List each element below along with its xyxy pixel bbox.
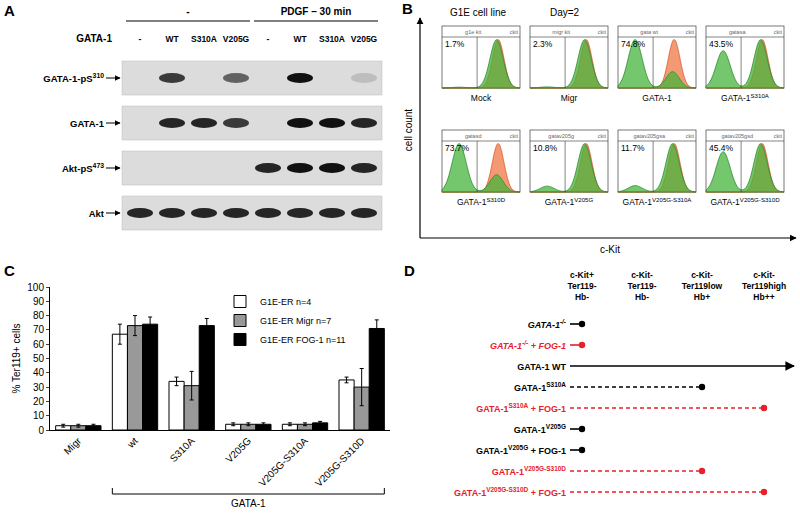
svg-text:S310A: S310A xyxy=(168,435,197,464)
svg-text:1.7%: 1.7% xyxy=(445,39,465,49)
svg-text:S310A: S310A xyxy=(319,34,345,44)
svg-text:gata wt: gata wt xyxy=(640,29,658,35)
svg-text:Ter119-: Ter119- xyxy=(567,281,596,291)
svg-text:43.5%: 43.5% xyxy=(709,39,734,49)
svg-text:GATA-1: GATA-1 xyxy=(642,93,672,103)
svg-text:GATA-1S310A: GATA-1S310A xyxy=(721,92,770,103)
svg-text:70: 70 xyxy=(33,324,45,335)
svg-text:20: 20 xyxy=(33,396,45,407)
svg-text:ckit: ckit xyxy=(686,29,695,35)
svg-text:ckit: ckit xyxy=(774,29,783,35)
svg-text:Ter119-: Ter119- xyxy=(627,281,656,291)
svg-text:GATA-1V205G: GATA-1V205G xyxy=(545,196,594,207)
svg-text:gatasd: gatasd xyxy=(465,133,482,139)
svg-text:GATA-1-/-: GATA-1-/- xyxy=(528,318,566,329)
svg-text:V205G: V205G xyxy=(223,435,253,465)
svg-text:Migr: Migr xyxy=(62,435,84,457)
svg-text:80: 80 xyxy=(33,310,45,321)
svg-text:Day=2: Day=2 xyxy=(550,7,580,18)
svg-text:V205G: V205G xyxy=(351,34,378,44)
svg-text:ckit: ckit xyxy=(598,133,607,139)
svg-text:Akt-pS473: Akt-pS473 xyxy=(62,162,104,174)
svg-text:c-Kit-: c-Kit- xyxy=(691,270,713,280)
svg-text:c-Kit: c-Kit xyxy=(600,244,620,255)
svg-text:11.7%: 11.7% xyxy=(621,143,645,153)
svg-text:Akt: Akt xyxy=(89,208,105,219)
svg-text:60: 60 xyxy=(33,339,45,350)
svg-text:g1e kit: g1e kit xyxy=(465,29,482,35)
svg-text:90: 90 xyxy=(33,296,45,307)
html-text:D: D xyxy=(404,262,415,279)
svg-text:Hb++: Hb++ xyxy=(753,292,774,302)
svg-text:GATA-1V205G-S310D + FOG-1: GATA-1V205G-S310D + FOG-1 xyxy=(454,486,566,497)
svg-text:S310A: S310A xyxy=(191,34,217,44)
svg-text:c-Kit-: c-Kit- xyxy=(753,270,775,280)
svg-text:-: - xyxy=(267,34,270,44)
svg-text:10.8%: 10.8% xyxy=(533,143,558,153)
svg-text:c-Kit-: c-Kit- xyxy=(631,270,653,280)
svg-text:Mock: Mock xyxy=(471,93,492,103)
svg-text:74.8%: 74.8% xyxy=(621,39,646,49)
svg-text:30: 30 xyxy=(33,382,45,393)
svg-text:-: - xyxy=(139,34,142,44)
svg-text:10: 10 xyxy=(33,410,45,421)
svg-text:% Ter119+ cells: % Ter119+ cells xyxy=(11,324,22,394)
svg-text:Hb-: Hb- xyxy=(635,292,649,302)
svg-text:GATA-1S310D: GATA-1S310D xyxy=(457,196,506,207)
svg-text:WT: WT xyxy=(165,34,179,44)
html-text:A: A xyxy=(4,2,15,19)
svg-text:G1E cell line: G1E cell line xyxy=(450,7,507,18)
svg-text:gatav205gsd: gatav205gsd xyxy=(721,133,753,139)
svg-text:Ter119low: Ter119low xyxy=(682,281,723,291)
svg-text:c-Kit+: c-Kit+ xyxy=(570,270,594,280)
svg-text:GATA-1: GATA-1 xyxy=(231,498,266,509)
svg-text:Hb-: Hb- xyxy=(575,292,589,302)
svg-text:GATA-1-pS310: GATA-1-pS310 xyxy=(43,72,104,84)
svg-text:100: 100 xyxy=(27,282,44,293)
svg-text:GATA-1V205G + FOG-1: GATA-1V205G + FOG-1 xyxy=(476,444,566,455)
svg-text:GATA-1V205G-S310A: GATA-1V205G-S310A xyxy=(623,196,693,207)
svg-text:G1E-ER Migr n=7: G1E-ER Migr n=7 xyxy=(260,316,331,326)
svg-text:0: 0 xyxy=(38,425,44,436)
svg-text:ckit: ckit xyxy=(510,29,519,35)
svg-text:GATA-1S310A: GATA-1S310A xyxy=(514,381,566,392)
svg-text:wt: wt xyxy=(124,435,140,451)
svg-text:gatasa: gatasa xyxy=(729,29,746,35)
svg-text:GATA-1: GATA-1 xyxy=(76,33,112,44)
svg-text:ckit: ckit xyxy=(598,29,607,35)
svg-text:GATA-1V205G: GATA-1V205G xyxy=(514,423,566,434)
svg-text:GATA-1: GATA-1 xyxy=(70,118,105,129)
svg-text:Ter119high: Ter119high xyxy=(742,281,786,291)
svg-text:V205G: V205G xyxy=(223,34,250,44)
svg-text:45.4%: 45.4% xyxy=(709,143,734,153)
html-text:B: B xyxy=(402,0,413,17)
svg-text:gatav205gsa: gatav205gsa xyxy=(633,133,665,139)
svg-text:2.3%: 2.3% xyxy=(533,39,553,49)
svg-text:GATA-1V205G-S310D: GATA-1V205G-S310D xyxy=(492,465,567,476)
svg-text:ckit: ckit xyxy=(686,133,695,139)
svg-text:G1E-ER n=4: G1E-ER n=4 xyxy=(260,297,311,307)
svg-text:GATA-1S310A + FOG-1: GATA-1S310A + FOG-1 xyxy=(476,402,566,413)
svg-text:50: 50 xyxy=(33,353,45,364)
svg-text:Hb+: Hb+ xyxy=(694,292,710,302)
html-text:C: C xyxy=(4,262,15,279)
svg-text:V205G-S310D: V205G-S310D xyxy=(313,435,367,489)
svg-text:G1E-ER FOG-1 n=11: G1E-ER FOG-1 n=11 xyxy=(260,335,346,345)
svg-text:cell count: cell count xyxy=(403,109,414,151)
svg-text:-: - xyxy=(186,6,189,17)
svg-text:gatav205g: gatav205g xyxy=(548,133,574,139)
svg-text:GATA-1V205G-S310D: GATA-1V205G-S310D xyxy=(710,196,780,207)
svg-text:V205G-S310A: V205G-S310A xyxy=(257,435,311,489)
svg-text:WT: WT xyxy=(293,34,307,44)
svg-text:GATA-1 WT: GATA-1 WT xyxy=(517,362,566,372)
svg-text:73.7%: 73.7% xyxy=(445,143,470,153)
svg-text:Migr: Migr xyxy=(561,93,578,103)
svg-text:PDGF – 30 min: PDGF – 30 min xyxy=(281,6,352,17)
svg-text:40: 40 xyxy=(33,367,45,378)
svg-text:migr kit: migr kit xyxy=(552,29,570,35)
svg-text:GATA-1-/- + FOG-1: GATA-1-/- + FOG-1 xyxy=(490,339,566,350)
svg-text:ckit: ckit xyxy=(774,133,783,139)
svg-text:ckit: ckit xyxy=(510,133,519,139)
